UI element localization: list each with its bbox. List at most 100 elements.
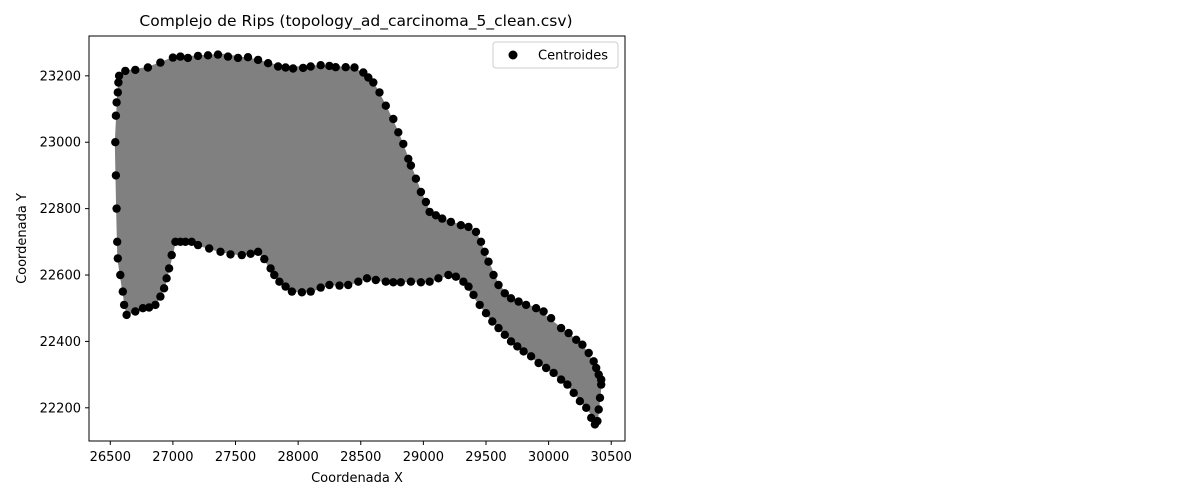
centroid-point: [176, 52, 185, 61]
x-axis: 26500 27000 27500 28000 28500 29000 29500 30000…: [90, 441, 632, 465]
centroid-point: [480, 247, 489, 256]
centroid-point: [167, 250, 176, 260]
centroid-point: [587, 413, 596, 422]
centroid-point: [121, 66, 130, 76]
legend-box: [492, 41, 619, 69]
centroid-point: [203, 51, 213, 60]
centroid-point: [526, 352, 536, 361]
legend-label-centroides: Centroides: [538, 49, 608, 64]
centroid-point: [425, 277, 434, 286]
centroid-point: [205, 244, 214, 253]
centroid-point: [556, 375, 566, 384]
centroid-point: [539, 307, 548, 316]
centroid-point: [569, 388, 578, 398]
centroid-point: [164, 264, 174, 273]
centroid-point: [187, 237, 196, 246]
centroid-point: [494, 323, 503, 333]
centroid-point: [171, 237, 180, 246]
centroid-point: [513, 342, 522, 351]
centroid-point: [111, 111, 121, 120]
centroid-point: [506, 294, 516, 303]
centroid-point: [589, 357, 598, 366]
centroid-point: [521, 300, 531, 310]
chart-title: Complejo de Rips (topology_ad_carcinoma_…: [139, 12, 572, 31]
centroid-point: [316, 60, 325, 70]
centroid-point: [541, 363, 551, 373]
centroid-point: [113, 88, 123, 97]
centroid-point: [549, 368, 558, 378]
centroid-point: [116, 270, 125, 280]
centroid-point: [389, 114, 398, 124]
x-tick-label: 30500: [591, 450, 632, 465]
x-tick-label: 29500: [465, 450, 506, 465]
centroid-point: [456, 221, 466, 230]
centroid-point: [595, 393, 605, 402]
centroid-point: [578, 340, 587, 349]
y-tick-label: 22600: [40, 269, 81, 284]
centroid-point: [233, 53, 243, 63]
centroid-point: [325, 61, 334, 71]
centroid-point: [111, 138, 120, 147]
centroid-point: [156, 58, 165, 67]
centroid-point: [287, 287, 297, 296]
centroid-point: [572, 335, 581, 344]
centroid-point: [556, 323, 566, 333]
centroid-point: [237, 250, 246, 260]
centroid-point: [119, 300, 129, 310]
plot-frame: [88, 35, 626, 442]
centroid-point: [575, 397, 585, 406]
centroid-point: [475, 300, 484, 310]
centroid-point: [404, 154, 413, 163]
centroid-point: [500, 289, 509, 298]
plot-area: [88, 35, 626, 442]
centroid-point: [331, 62, 340, 72]
centroid-point: [298, 63, 308, 73]
centroid-point: [592, 363, 601, 373]
centroid-point: [481, 309, 491, 318]
centroid-point: [226, 250, 235, 259]
centroid-point: [488, 317, 497, 326]
centroid-point: [159, 284, 169, 293]
centroid-point: [246, 249, 255, 258]
centroid-point: [143, 63, 153, 72]
centroid-point: [500, 330, 509, 339]
centroid-point: [451, 272, 461, 281]
x-tick-label: 27500: [215, 450, 256, 465]
centroid-point: [288, 64, 298, 73]
legend: Centroides: [492, 41, 619, 69]
centroid-point: [112, 98, 121, 107]
centroid-point: [297, 288, 307, 297]
centroid-point: [381, 101, 390, 110]
centroid-point: [260, 254, 269, 264]
centroid-point: [425, 207, 434, 217]
centroid-point: [316, 283, 325, 292]
centroid-point: [546, 314, 556, 323]
centroid-point: [263, 59, 273, 68]
centroid-point: [406, 277, 416, 286]
centroid-point: [411, 174, 421, 183]
centroid-point: [223, 52, 233, 61]
y-tick-label: 22800: [40, 202, 81, 217]
centroid-point: [281, 282, 290, 291]
x-tick-label: 27000: [152, 450, 193, 465]
x-tick-label: 28500: [340, 450, 381, 465]
x-tick-label: 28000: [277, 450, 318, 465]
centroid-point: [113, 254, 123, 263]
centroid-point: [469, 290, 478, 300]
centroid-point: [489, 270, 498, 280]
centroid-point: [183, 53, 193, 63]
centroid-point: [193, 51, 203, 61]
centroid-point: [582, 403, 591, 412]
centroid-points: [111, 50, 606, 429]
centroid-point: [114, 71, 124, 81]
centroid-point: [111, 171, 121, 180]
centroid-point: [534, 358, 543, 368]
centroid-point: [476, 237, 486, 246]
centroid-point: [416, 278, 426, 287]
centroid-point: [421, 197, 431, 207]
centroid-point: [371, 275, 380, 285]
y-tick-label: 23200: [40, 69, 81, 84]
centroid-point: [394, 128, 403, 137]
centroid-point: [519, 347, 528, 356]
